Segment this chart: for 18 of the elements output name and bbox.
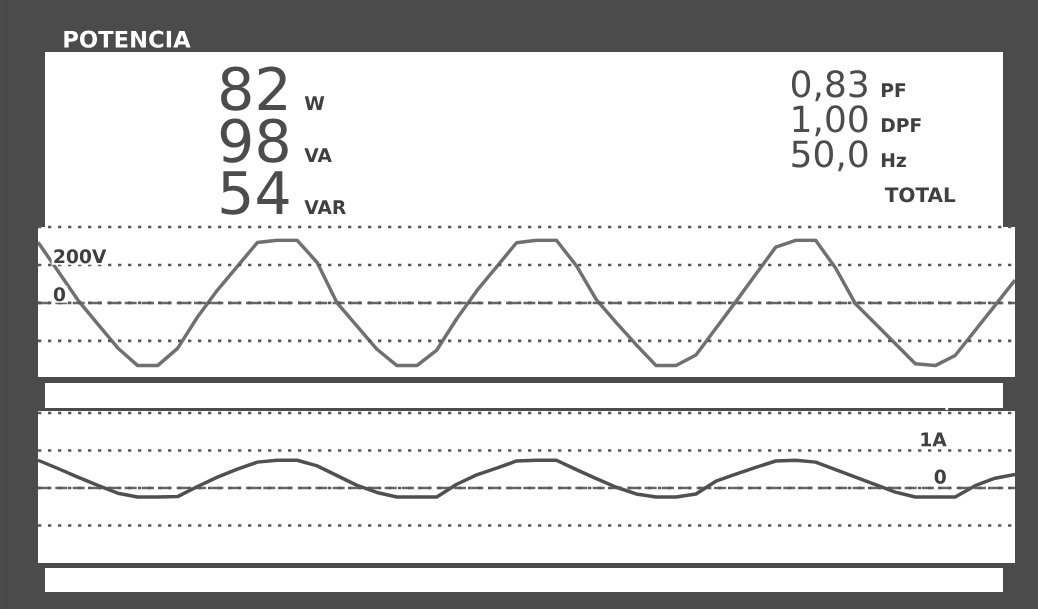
text: POTENCIA [64,30,191,48]
text: 1,00 [793,105,868,137]
y-tick-label: 0 [934,469,946,484]
text: 98 [220,118,288,163]
text: DPF [881,118,921,132]
text: W [304,96,325,110]
y-tick-label: 1A [921,432,947,447]
text: 54 [221,171,289,215]
text: 0,83 [791,70,867,102]
text: TOTAL [884,187,956,203]
y-tick-label: 0 [53,287,66,302]
text: 82 [221,66,286,111]
text: Hz [881,153,906,167]
y-tick-label: 200V [54,249,107,264]
text: VA [304,148,332,162]
text: 50,0 [792,140,868,172]
text: PF [881,83,906,97]
text: VAR [304,200,346,214]
